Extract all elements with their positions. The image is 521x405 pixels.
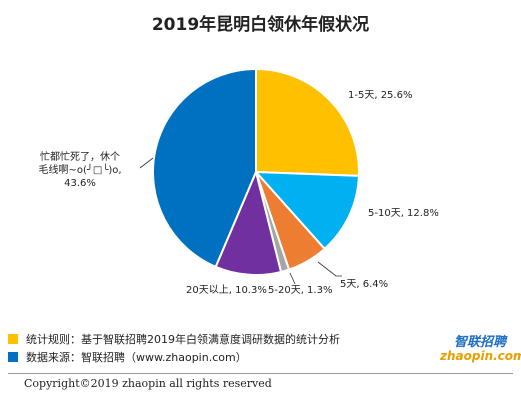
pie-slice-5: [152, 67, 257, 269]
slice-label-5: 忙都忙死了，休个毛线啊~o(╯□╰)o, 43.6%: [38, 150, 121, 189]
note-source-text: 数据来源：智联招聘（www.zhaopin.com）: [26, 351, 247, 364]
copyright: Copyright©2019 zhaopin all rights reserv…: [24, 377, 272, 390]
chart-title: 2019年昆明白领休年假状况: [151, 15, 370, 35]
leader-line-3: [289, 272, 296, 285]
notes: 统计规则：基于智联招聘2019年白领满意度调研数据的统计分析 数据来源：智联招聘…: [8, 330, 340, 366]
divider: [8, 373, 513, 374]
leader-line-5: [139, 157, 154, 169]
pie-slice-0: [255, 67, 360, 177]
slice-label-1: 5-10天, 12.8%: [368, 208, 439, 219]
slice-label-4: 20天以上, 10.3%: [186, 284, 267, 296]
pie-slice-1: [253, 170, 360, 251]
note-source: 数据来源：智联招聘（www.zhaopin.com）: [8, 348, 340, 366]
logo: 智联招聘: [453, 335, 506, 350]
leader-line-2: [317, 261, 342, 277]
logo-subtext: zhaopin.com: [440, 349, 521, 363]
slice-label-3: 5-20天, 1.3%: [268, 285, 332, 296]
yellow-square-icon: [8, 334, 18, 344]
note-rule: 统计规则：基于智联招聘2019年白领满意度调研数据的统计分析: [8, 330, 340, 348]
slice-label-2: 5天, 6.4%: [340, 279, 388, 290]
slice-label-0: 1-5天, 25.6%: [348, 90, 412, 101]
blue-square-icon: [8, 352, 18, 362]
note-rule-text: 统计规则：基于智联招聘2019年白领满意度调研数据的统计分析: [26, 333, 340, 346]
pie-chart: 1-5天, 25.6% 5-10天, 12.8% 5天, 6.4% 5-20天, 1.…: [38, 67, 439, 296]
